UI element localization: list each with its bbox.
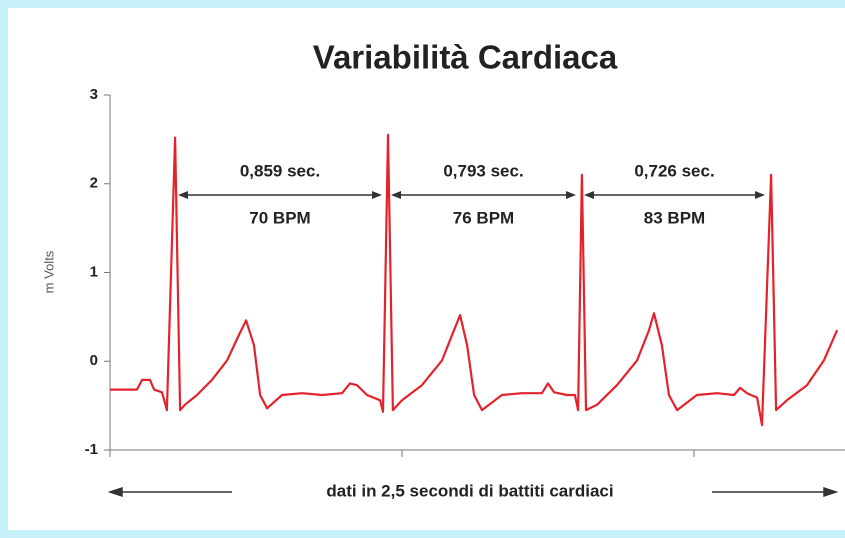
arrow-head <box>372 191 382 199</box>
y-tick-label: -1 <box>85 441 98 458</box>
arrow-head <box>755 191 765 199</box>
arrow-head <box>178 191 188 199</box>
x-axis-label: dati in 2,5 secondi di battiti cardiaci <box>326 481 613 500</box>
interval-label: 0,793 sec. <box>443 161 523 180</box>
arrow-head <box>391 191 401 199</box>
caption-arrows <box>107 486 839 498</box>
arrow-head <box>107 486 123 498</box>
y-tick-label: 2 <box>90 175 98 192</box>
interval-label: 0,859 sec. <box>240 161 320 180</box>
rate-label: 76 BPM <box>453 208 514 227</box>
arrow-head <box>566 191 576 199</box>
arrow-head <box>584 191 594 199</box>
arrow-head <box>823 486 839 498</box>
ecg-line <box>110 133 839 427</box>
interval-label: 0,726 sec. <box>634 161 714 180</box>
rate-label: 70 BPM <box>249 208 310 227</box>
rate-label: 83 BPM <box>644 208 705 227</box>
chart-title: Variabilità Cardiaca <box>313 39 618 76</box>
y-tick-label: 3 <box>90 86 98 103</box>
panel <box>8 8 845 530</box>
y-axis-label: m Volts <box>41 250 56 293</box>
y-tick-label: 1 <box>90 263 98 280</box>
y-tick-label: 0 <box>90 352 98 369</box>
